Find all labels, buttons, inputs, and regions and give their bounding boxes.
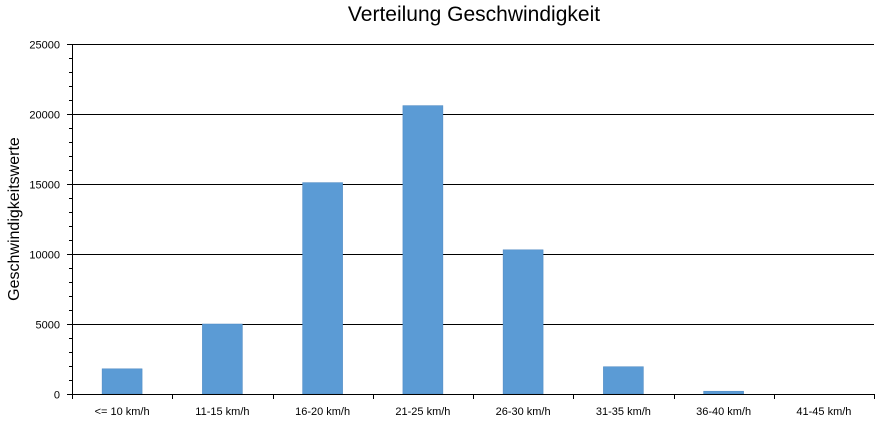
bar bbox=[402, 105, 444, 395]
x-tick-label: <= 10 km/h bbox=[95, 406, 150, 418]
x-tick-label: 16-20 km/h bbox=[295, 406, 350, 418]
x-tick-label: 21-25 km/h bbox=[395, 406, 450, 418]
x-tick-label: 26-30 km/h bbox=[496, 406, 551, 418]
bar bbox=[603, 366, 644, 395]
chart-title: Verteilung Geschwindigkeit bbox=[348, 3, 600, 26]
bar bbox=[703, 390, 744, 395]
y-axis-label: Geschwindigkeitswerte bbox=[6, 137, 23, 301]
bar bbox=[502, 249, 544, 395]
y-tick-label: 10000 bbox=[29, 250, 60, 262]
y-tick-label: 15000 bbox=[29, 180, 60, 192]
bars bbox=[101, 105, 744, 395]
x-tick-label: 31-35 km/h bbox=[596, 406, 651, 418]
y-tick-label: 0 bbox=[54, 390, 60, 402]
x-tick-label: 11-15 km/h bbox=[195, 406, 249, 418]
y-tick-label: 5000 bbox=[36, 320, 60, 332]
bar bbox=[302, 182, 343, 395]
y-tick-label: 20000 bbox=[29, 110, 60, 122]
x-tick-label: 41-45 km/h bbox=[796, 406, 851, 418]
bar bbox=[202, 323, 243, 395]
axes: 0 5000 10000 15000 20000 25000 <= 10 km/h 11-15… bbox=[29, 40, 875, 418]
bar bbox=[101, 368, 143, 395]
gridlines bbox=[72, 44, 874, 325]
y-tick-label: 25000 bbox=[29, 40, 60, 52]
x-tick-label: 36-40 km/h bbox=[696, 406, 751, 418]
